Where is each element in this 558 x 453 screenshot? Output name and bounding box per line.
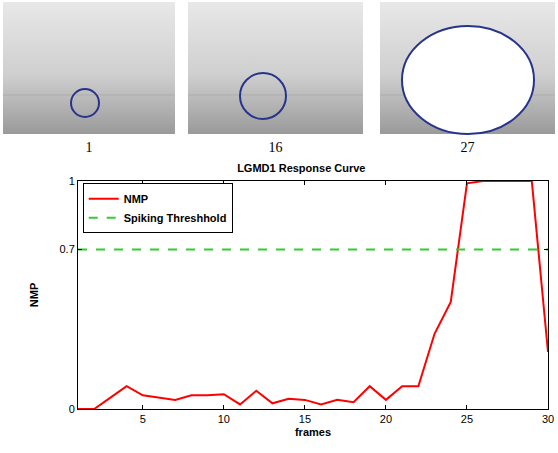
svg-text:0.7: 0.7 bbox=[60, 243, 75, 255]
svg-text:0: 0 bbox=[69, 403, 75, 415]
svg-text:LGMD1 Response Curve: LGMD1 Response Curve bbox=[237, 163, 365, 174]
svg-text:10: 10 bbox=[218, 413, 230, 425]
svg-text:1: 1 bbox=[86, 140, 93, 155]
svg-text:20: 20 bbox=[380, 413, 392, 425]
svg-text:frames: frames bbox=[295, 426, 331, 438]
svg-text:NMP: NMP bbox=[124, 193, 148, 205]
svg-text:1: 1 bbox=[69, 175, 75, 187]
svg-text:NMP: NMP bbox=[28, 283, 40, 307]
svg-text:5: 5 bbox=[140, 413, 146, 425]
svg-text:27: 27 bbox=[461, 140, 475, 155]
svg-text:15: 15 bbox=[299, 413, 311, 425]
svg-text:25: 25 bbox=[461, 413, 473, 425]
svg-text:30: 30 bbox=[542, 413, 554, 425]
svg-text:Spiking Threshhold: Spiking Threshhold bbox=[124, 212, 227, 224]
svg-text:16: 16 bbox=[269, 140, 283, 155]
